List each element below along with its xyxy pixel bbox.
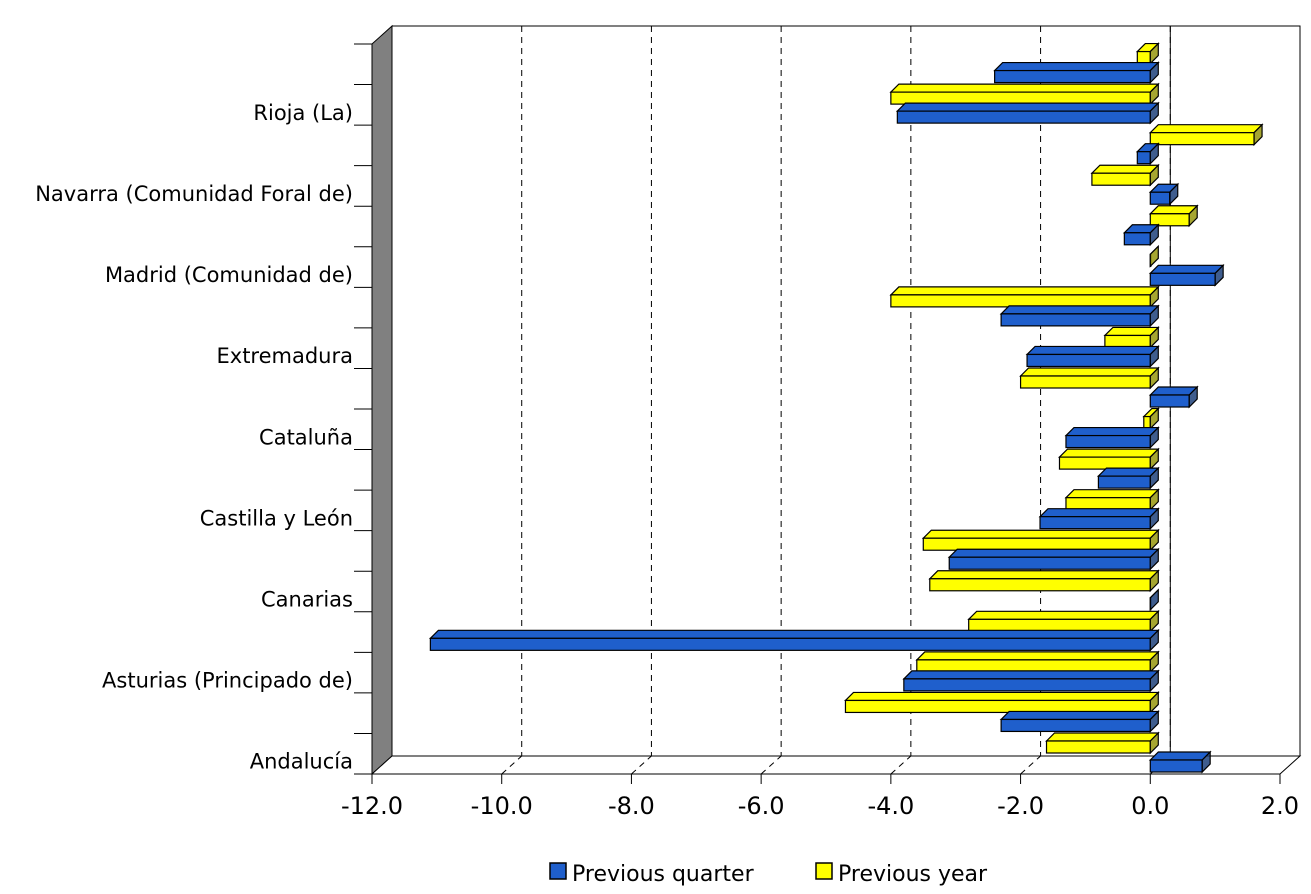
legend-label-previous-quarter: Previous quarter: [572, 862, 755, 887]
bar-previous-year: [915, 650, 1160, 674]
category-label: Canarias: [261, 588, 353, 612]
bar-previous-year: [1045, 731, 1160, 755]
x-tick-label: -4.0: [867, 792, 914, 820]
x-tick-label: 2.0: [1261, 792, 1299, 820]
category-labels: Andalucía Asturias (Principado de) Canaria…: [35, 101, 353, 774]
bar-previous-quarter: [902, 669, 1160, 693]
bar-previous-year: [844, 690, 1160, 714]
bar-previous-year: [928, 569, 1160, 593]
legend: Previous quarter Previous year: [549, 862, 988, 887]
x-tick-labels: -12.0 -10.0 -8.0 -6.0 -4.0 -2.0 0.0 2.0: [341, 792, 1299, 820]
x-tick-label: -12.0: [341, 792, 403, 820]
bar-previous-year: [1103, 325, 1160, 349]
bar-previous-year: [1148, 123, 1264, 147]
bars: [428, 42, 1264, 774]
bar-previous-quarter: [1148, 385, 1199, 409]
bar-previous-quarter: [1148, 182, 1180, 206]
bar-previous-quarter: [999, 304, 1160, 328]
bar-previous-quarter: [1038, 507, 1160, 531]
x-tick-label: -10.0: [471, 792, 533, 820]
category-label: Castilla y León: [200, 506, 353, 530]
bar-previous-quarter: [947, 547, 1160, 571]
bar-previous-year: [1019, 366, 1160, 390]
gridlines: [501, 26, 1171, 775]
category-label: Cataluña: [259, 425, 353, 449]
category-label: Madrid (Comunidad de): [105, 263, 353, 287]
bar-previous-year: [889, 82, 1160, 106]
category-label: Andalucía: [250, 750, 353, 774]
bar-previous-year: [1090, 163, 1160, 187]
bar-previous-year: [921, 528, 1160, 552]
bar-previous-quarter: [1135, 142, 1160, 166]
bar-previous-quarter: [1096, 466, 1160, 490]
x-tick-label: -6.0: [738, 792, 785, 820]
legend-label-previous-year: Previous year: [838, 862, 988, 887]
bar-previous-year: [1058, 447, 1160, 471]
bar-previous-quarter: [1025, 344, 1160, 368]
floor: [370, 755, 1302, 775]
category-label: Navarra (Comunidad Foral de): [35, 182, 353, 206]
bar-previous-year: [1064, 488, 1160, 512]
legend-swatch-previous-quarter: [549, 862, 567, 880]
bar-previous-year: [889, 285, 1160, 309]
floor-gridline: [631, 755, 652, 775]
bar-previous-year: [1142, 407, 1160, 431]
x-tick-label: -2.0: [997, 792, 1044, 820]
bar-previous-quarter: [1064, 426, 1160, 450]
category-label: Extremadura: [217, 344, 354, 368]
category-label: Rioja (La): [253, 101, 353, 125]
legend-swatch-previous-year: [815, 862, 833, 880]
bar-previous-quarter: [1148, 263, 1225, 287]
bar-previous-quarter: [895, 101, 1160, 125]
bar-previous-quarter: [1122, 223, 1160, 247]
x-tick-label: -8.0: [608, 792, 655, 820]
bar-previous-quarter: [428, 628, 1160, 652]
side-wall: [371, 24, 393, 776]
bar-previous-year: [1135, 42, 1160, 66]
bar-previous-year: [1148, 204, 1199, 228]
category-label: Asturias (Principado de): [102, 669, 353, 693]
bar-previous-quarter: [1149, 588, 1159, 612]
bar-previous-year: [967, 609, 1160, 633]
x-tick-label: 0.0: [1131, 792, 1169, 820]
floor-gridline: [760, 755, 782, 775]
bar-previous-quarter: [993, 61, 1160, 85]
bar-previous-year: [1149, 244, 1159, 268]
bar-previous-quarter: [1148, 750, 1212, 774]
floor-gridline: [1020, 755, 1041, 775]
floor-gridline: [890, 755, 912, 775]
floor-gridline: [501, 755, 523, 775]
bar-previous-quarter: [999, 709, 1160, 733]
